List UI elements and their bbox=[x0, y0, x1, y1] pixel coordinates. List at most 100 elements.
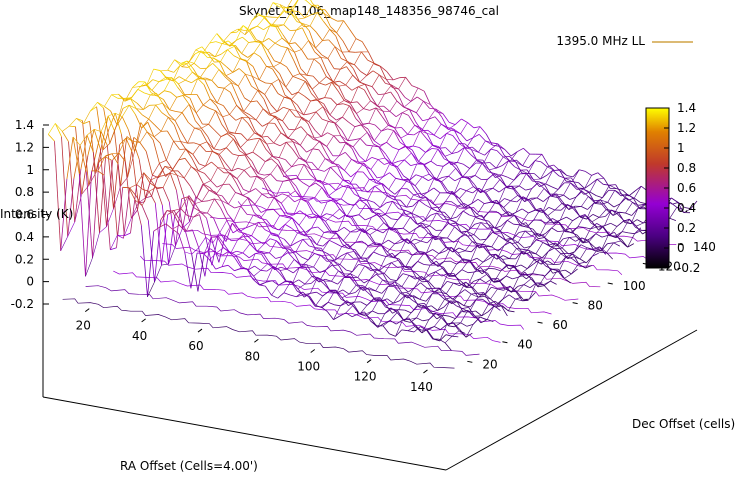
mesh-segment bbox=[294, 117, 303, 130]
mesh-segment bbox=[607, 242, 614, 245]
mesh-segment bbox=[355, 38, 363, 42]
mesh-segment bbox=[346, 205, 354, 217]
mesh-segment bbox=[432, 338, 440, 342]
mesh-segment bbox=[494, 268, 501, 272]
y-tick bbox=[572, 302, 578, 305]
mesh-segment bbox=[315, 111, 323, 120]
mesh-segment bbox=[339, 312, 347, 317]
mesh-segment bbox=[239, 227, 247, 230]
mesh-segment bbox=[590, 178, 598, 185]
mesh-segment bbox=[201, 200, 209, 202]
mesh-segment bbox=[144, 81, 153, 91]
mesh-segment bbox=[337, 165, 345, 180]
z-tick-label: 1.4 bbox=[15, 118, 34, 132]
mesh-segment bbox=[329, 104, 338, 116]
mesh-segment bbox=[325, 215, 333, 222]
mesh-segment bbox=[406, 238, 415, 245]
mesh-segment bbox=[370, 100, 378, 107]
mesh-segment bbox=[241, 117, 249, 124]
mesh-segment bbox=[347, 251, 355, 254]
mesh-segment bbox=[217, 167, 225, 174]
mesh-segment bbox=[299, 264, 307, 268]
mesh-segment bbox=[433, 134, 441, 140]
mesh-segment bbox=[425, 196, 434, 204]
mesh-segment bbox=[633, 186, 642, 199]
mesh-segment bbox=[408, 108, 416, 122]
mesh-segment bbox=[343, 103, 350, 107]
mesh-segment bbox=[536, 188, 545, 199]
mesh-segment bbox=[579, 258, 587, 264]
mesh-segment bbox=[453, 282, 460, 286]
mesh-segment bbox=[272, 266, 281, 271]
mesh-segment bbox=[541, 251, 549, 259]
mesh-segment bbox=[449, 300, 458, 302]
mesh-segment bbox=[464, 203, 472, 209]
mesh-segment bbox=[146, 131, 155, 138]
mesh-segment bbox=[427, 326, 435, 331]
mesh-segment bbox=[340, 135, 348, 141]
y-tick-label: 40 bbox=[517, 338, 532, 352]
mesh-segment bbox=[318, 8, 326, 11]
mesh-segment bbox=[188, 104, 196, 121]
mesh-segment bbox=[322, 289, 330, 297]
mesh-segment bbox=[350, 273, 358, 284]
mesh-segment bbox=[335, 186, 343, 191]
mesh-segment bbox=[97, 156, 106, 172]
mesh-segment bbox=[507, 215, 515, 221]
mesh-segment bbox=[266, 219, 274, 228]
mesh-segment bbox=[505, 185, 513, 188]
mesh-segment bbox=[559, 256, 567, 265]
mesh-segment bbox=[428, 116, 436, 120]
mesh-segment bbox=[293, 141, 301, 146]
colorbar-tick-label: -0.2 bbox=[677, 261, 700, 275]
mesh-segment bbox=[281, 193, 289, 197]
mesh-segment bbox=[493, 227, 501, 232]
mesh-segment bbox=[513, 223, 520, 226]
mesh-segment bbox=[201, 190, 210, 202]
mesh-segment bbox=[261, 193, 269, 199]
mesh-segment bbox=[463, 305, 471, 308]
mesh-segment bbox=[69, 125, 76, 128]
mesh-segment bbox=[586, 203, 594, 220]
mesh-segment bbox=[385, 83, 392, 86]
mesh-segment bbox=[481, 162, 490, 171]
mesh-segment bbox=[170, 167, 178, 176]
mesh-segment bbox=[483, 148, 492, 164]
mesh-segment bbox=[496, 150, 504, 158]
mesh-segment bbox=[461, 118, 468, 123]
mesh-segment bbox=[551, 227, 559, 232]
mesh-segment bbox=[416, 317, 423, 322]
mesh-segment bbox=[509, 151, 518, 162]
mesh-segment bbox=[269, 188, 277, 198]
mesh-segment bbox=[581, 196, 589, 207]
mesh-segment bbox=[80, 135, 88, 170]
mesh-segment bbox=[413, 193, 420, 196]
mesh-segment bbox=[379, 65, 387, 80]
mesh-segment bbox=[506, 179, 515, 188]
mesh-segment bbox=[97, 102, 104, 109]
mesh-segment bbox=[542, 242, 551, 247]
mesh-segment bbox=[259, 284, 266, 287]
mesh-segment bbox=[243, 25, 251, 31]
mesh-segment bbox=[285, 280, 293, 284]
mesh-segment bbox=[312, 3, 320, 10]
mesh-segment bbox=[341, 243, 349, 247]
mesh-segment bbox=[401, 127, 408, 135]
mesh-segment bbox=[338, 84, 346, 87]
mesh-segment bbox=[379, 74, 387, 80]
mesh-segment bbox=[530, 278, 539, 288]
mesh-segment bbox=[268, 116, 276, 124]
mesh-segment bbox=[161, 214, 169, 266]
mesh-segment bbox=[456, 305, 463, 309]
mesh-segment bbox=[296, 21, 304, 24]
mesh-segment bbox=[132, 81, 139, 88]
mesh-segment bbox=[196, 184, 204, 199]
mesh-segment bbox=[367, 199, 375, 203]
mesh-segment bbox=[329, 230, 337, 234]
mesh-segment bbox=[250, 238, 258, 252]
mesh-segment bbox=[218, 69, 227, 76]
mesh-segment bbox=[467, 310, 475, 317]
mesh-segment bbox=[527, 253, 535, 260]
mesh-segment bbox=[404, 210, 413, 214]
mesh-segment bbox=[423, 91, 431, 105]
